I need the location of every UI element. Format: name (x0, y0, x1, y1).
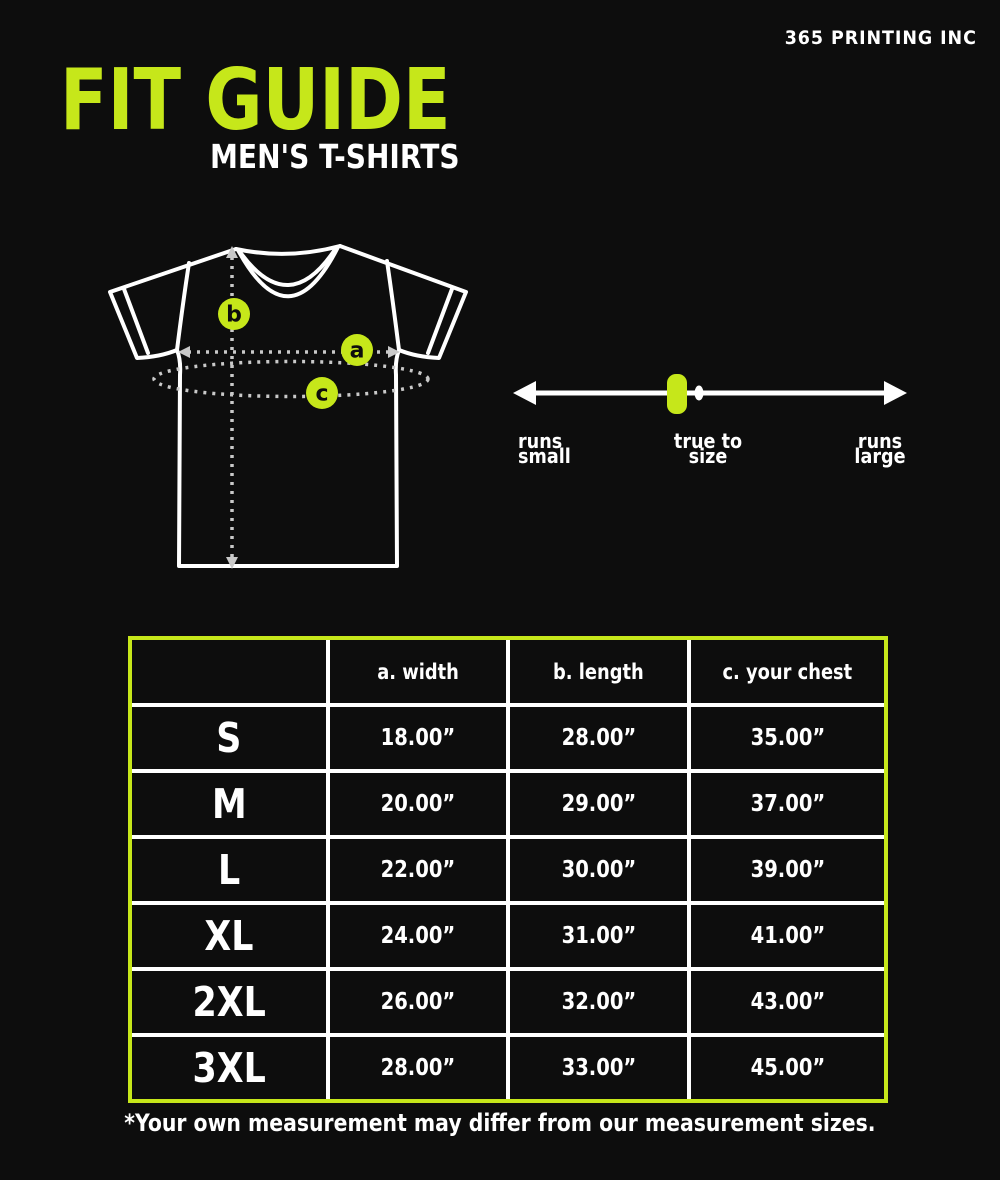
scale-label-runs-small: runs small (518, 429, 571, 468)
scale-arrow-right-icon (884, 381, 907, 405)
marker-c-label: c (315, 382, 328, 407)
column-header-width-label: a. width (377, 659, 459, 684)
row-xl-width: 24.00” (329, 905, 506, 967)
row-2xl-width: 26.00” (329, 971, 506, 1033)
marker-b: b (218, 298, 250, 330)
scale-marker-dot-icon (694, 385, 704, 401)
marker-a: a (341, 334, 373, 366)
column-header-length-label: b. length (553, 659, 644, 684)
fit-scale-arrow (513, 374, 907, 414)
row-l-chest: 39.00” (691, 839, 884, 901)
column-header-width: a. width (329, 640, 506, 703)
tshirt-outline (108, 244, 468, 568)
footnote: *Your own measurement may differ from ou… (0, 1109, 1000, 1137)
row-3xl-width: 28.00” (329, 1037, 506, 1099)
row-m-size: M (132, 773, 326, 835)
guide-arrowheads (178, 246, 400, 569)
scale-label-true-to-size: true to size (673, 429, 743, 468)
row-m-length: 29.00” (510, 773, 688, 835)
column-header-length: b. length (510, 640, 688, 703)
table-corner-cell (132, 640, 326, 703)
brand-text: 365 PRINTING INC (784, 27, 977, 49)
page-title: FIT GUIDE (60, 51, 451, 150)
page-subtitle: MEN'S T-SHIRTS (210, 137, 460, 176)
row-xl-length: 31.00” (510, 905, 688, 967)
row-3xl-chest: 45.00” (691, 1037, 884, 1099)
marker-c: c (306, 377, 338, 409)
size-table: a. width b. length c. your chest S 18.00… (128, 636, 888, 1103)
row-xl-size: XL (132, 905, 326, 967)
row-2xl-chest: 43.00” (691, 971, 884, 1033)
row-3xl-length: 33.00” (510, 1037, 688, 1099)
row-s-length: 28.00” (510, 707, 688, 769)
scale-marker-pill (667, 374, 687, 414)
row-s-width: 18.00” (329, 707, 506, 769)
scale-arrow-left-icon (513, 381, 536, 405)
row-l-size: L (132, 839, 326, 901)
column-header-chest-label: c. your chest (722, 659, 853, 684)
chest-guide-ellipse (152, 359, 430, 399)
measurement-guides (152, 257, 430, 558)
row-3xl-size: 3XL (132, 1037, 326, 1099)
row-2xl-length: 32.00” (510, 971, 688, 1033)
tshirt-diagram: a b c (108, 244, 468, 569)
row-m-chest: 37.00” (691, 773, 884, 835)
row-l-length: 30.00” (510, 839, 688, 901)
marker-b-label: b (226, 303, 242, 328)
footnote-text: *Your own measurement may differ from ou… (124, 1109, 876, 1137)
scale-label-runs-large: runs large (854, 429, 906, 468)
row-s-size: S (132, 707, 326, 769)
row-2xl-size: 2XL (132, 971, 326, 1033)
row-m-width: 20.00” (329, 773, 506, 835)
row-l-width: 22.00” (329, 839, 506, 901)
row-xl-chest: 41.00” (691, 905, 884, 967)
marker-a-label: a (350, 339, 365, 364)
row-s-chest: 35.00” (691, 707, 884, 769)
column-header-chest: c. your chest (691, 640, 884, 703)
